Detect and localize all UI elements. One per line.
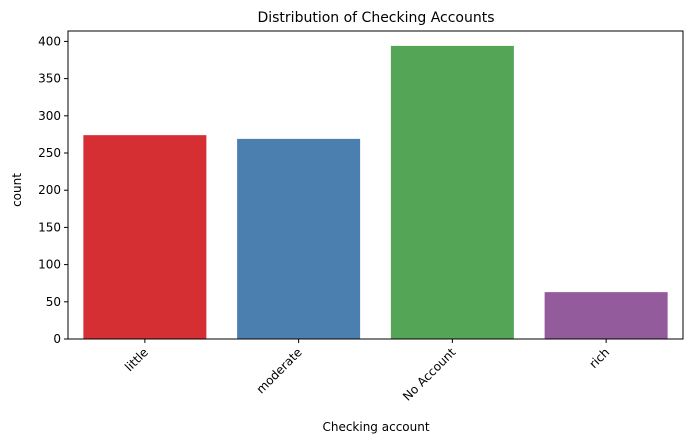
y-tick-label: 400 <box>38 34 61 48</box>
y-tick-label: 200 <box>38 183 61 197</box>
bar-moderate <box>237 138 361 339</box>
x-tick-label: No Account <box>400 345 459 404</box>
bars-group <box>83 45 668 340</box>
y-tick-label: 350 <box>38 72 61 86</box>
bar-no-account <box>390 45 514 340</box>
y-axis-ticks: 0 50 100 150 200 250 300 350 400 <box>38 34 68 346</box>
x-tick-label: moderate <box>254 345 305 396</box>
x-axis-ticks: little moderate No Account rich <box>122 339 612 404</box>
x-axis-label: Checking account <box>322 420 429 434</box>
y-tick-label: 0 <box>53 332 61 346</box>
y-axis-label: count <box>10 173 24 207</box>
y-tick-label: 300 <box>38 109 61 123</box>
plot-frame <box>67 30 684 340</box>
bar-rich <box>544 292 668 339</box>
y-tick-label: 150 <box>38 220 61 234</box>
y-tick-label: 50 <box>46 295 61 309</box>
y-tick-label: 100 <box>38 258 61 272</box>
bar-little <box>83 135 207 339</box>
x-tick-label: rich <box>586 345 612 371</box>
chart-title: Distribution of Checking Accounts <box>257 10 494 26</box>
y-tick-label: 250 <box>38 146 61 160</box>
x-tick-label: little <box>122 345 151 374</box>
